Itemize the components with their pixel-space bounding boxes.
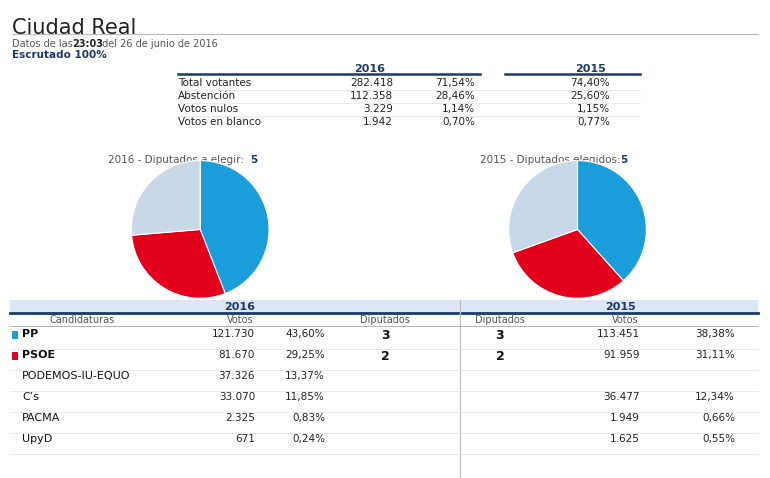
Text: 3: 3 (380, 329, 390, 342)
Text: 37.326: 37.326 (219, 371, 255, 381)
Text: 2015 - Diputados elegidos:: 2015 - Diputados elegidos: (480, 155, 624, 165)
Text: del 26 de junio de 2016: del 26 de junio de 2016 (99, 39, 218, 49)
Text: Votos nulos: Votos nulos (178, 104, 238, 114)
Text: PP: PP (22, 329, 38, 339)
Text: 43,60%: 43,60% (286, 329, 325, 339)
Text: 1.625: 1.625 (610, 434, 640, 444)
Text: 5: 5 (620, 155, 628, 165)
Bar (10, 300, 758, 313)
Text: Datos de las: Datos de las (12, 39, 76, 49)
Bar (12, 352, 18, 360)
Text: 0,24%: 0,24% (292, 434, 325, 444)
Text: Ciudad Real: Ciudad Real (12, 18, 136, 38)
Text: 2: 2 (380, 350, 390, 363)
Text: 31,11%: 31,11% (695, 350, 735, 360)
Text: 0,83%: 0,83% (292, 413, 325, 423)
Wedge shape (132, 161, 200, 235)
Text: PODEMOS-IU-EQUO: PODEMOS-IU-EQUO (22, 371, 130, 381)
Text: 28,46%: 28,46% (435, 91, 475, 101)
Text: UpyD: UpyD (22, 434, 52, 444)
Text: 0,77%: 0,77% (577, 117, 610, 127)
Text: 3.229: 3.229 (363, 104, 393, 114)
Text: 2016: 2016 (225, 302, 256, 312)
Wedge shape (513, 229, 624, 298)
Text: 71,54%: 71,54% (435, 78, 475, 88)
Text: 2016 - Diputados a elegir:: 2016 - Diputados a elegir: (108, 155, 247, 165)
Wedge shape (509, 161, 578, 253)
Text: 1,14%: 1,14% (442, 104, 475, 114)
Text: 29,25%: 29,25% (285, 350, 325, 360)
Text: 3: 3 (496, 329, 504, 342)
Text: 112.358: 112.358 (350, 91, 393, 101)
Text: 23:03: 23:03 (72, 39, 103, 49)
Text: 1,15%: 1,15% (577, 104, 610, 114)
Wedge shape (200, 161, 269, 293)
Text: PACMA: PACMA (22, 413, 60, 423)
Wedge shape (578, 161, 646, 281)
Text: 81.670: 81.670 (219, 350, 255, 360)
Text: 1.942: 1.942 (363, 117, 393, 127)
Text: PSOE: PSOE (22, 350, 55, 360)
Text: 5: 5 (250, 155, 257, 165)
Text: 2015: 2015 (604, 302, 635, 312)
Text: 13,37%: 13,37% (285, 371, 325, 381)
Text: 671: 671 (235, 434, 255, 444)
Text: 11,85%: 11,85% (285, 392, 325, 402)
Text: 74,40%: 74,40% (571, 78, 610, 88)
Text: Escrutado 100%: Escrutado 100% (12, 50, 107, 60)
Text: Total votantes: Total votantes (178, 78, 251, 88)
Text: Votos: Votos (226, 315, 253, 325)
Text: 2.325: 2.325 (225, 413, 255, 423)
Text: 0,55%: 0,55% (702, 434, 735, 444)
Text: Diputados: Diputados (475, 315, 525, 325)
Text: 12,34%: 12,34% (695, 392, 735, 402)
Text: C’s: C’s (22, 392, 39, 402)
Text: 0,70%: 0,70% (442, 117, 475, 127)
Wedge shape (132, 229, 225, 298)
Text: Candidaturas: Candidaturas (49, 315, 115, 325)
Text: Votos: Votos (611, 315, 638, 325)
Text: Diputados: Diputados (360, 315, 410, 325)
Text: 25,60%: 25,60% (571, 91, 610, 101)
Text: 0,66%: 0,66% (702, 413, 735, 423)
Text: 91.959: 91.959 (604, 350, 640, 360)
Text: 1.949: 1.949 (610, 413, 640, 423)
Text: Votos en blanco: Votos en blanco (178, 117, 261, 127)
Text: 282.418: 282.418 (350, 78, 393, 88)
Text: 2015: 2015 (574, 64, 605, 74)
Text: Abstención: Abstención (178, 91, 236, 101)
Text: 121.730: 121.730 (212, 329, 255, 339)
Text: 36.477: 36.477 (604, 392, 640, 402)
Text: 2016: 2016 (354, 64, 386, 74)
Text: 33.070: 33.070 (219, 392, 255, 402)
Text: 38,38%: 38,38% (695, 329, 735, 339)
Bar (12, 331, 18, 339)
Text: 113.451: 113.451 (597, 329, 640, 339)
Text: 2: 2 (496, 350, 504, 363)
